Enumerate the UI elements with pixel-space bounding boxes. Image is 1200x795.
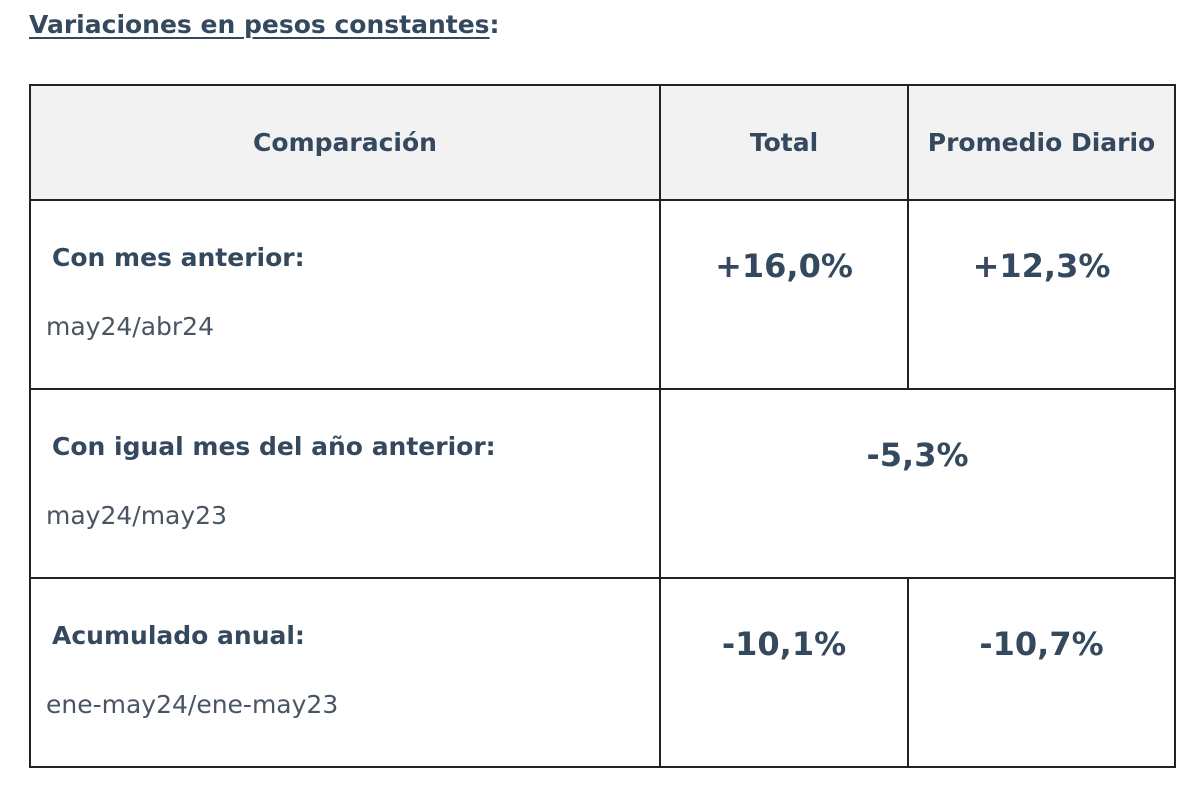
total-value-cell: +16,0% [659, 199, 909, 390]
daily-value: -10,7% [979, 625, 1104, 663]
row-label-cell: Con igual mes del año anterior: may24/ma… [29, 388, 661, 579]
combined-value: -5,3% [866, 436, 969, 474]
combined-value-cell: -5,3% [659, 388, 1176, 579]
header-comparacion: Comparación [29, 84, 661, 201]
row-label-cell: Acumulado anual: ene-may24/ene-may23 [29, 577, 661, 768]
table-row-mes-anterior: Con mes anterior: may24/abr24 +16,0% +12… [29, 199, 1176, 390]
total-value: +16,0% [715, 247, 853, 285]
table-row-acumulado: Acumulado anual: ene-may24/ene-may23 -10… [29, 577, 1176, 768]
daily-value: +12,3% [972, 247, 1111, 285]
total-value: -10,1% [721, 625, 847, 663]
header-promedio-diario: Promedio Diario [907, 84, 1176, 201]
row-period: may24/may23 [46, 501, 227, 530]
row-title: Con igual mes del año anterior: [52, 432, 496, 461]
row-title: Con mes anterior: [52, 243, 305, 272]
daily-value-cell: -10,7% [907, 577, 1176, 768]
page-title: Variaciones en pesos constantes: [29, 10, 500, 39]
header-total: Total [659, 84, 909, 201]
row-period: may24/abr24 [46, 312, 214, 341]
row-period: ene-may24/ene-may23 [46, 690, 339, 719]
daily-value-cell: +12,3% [907, 199, 1176, 390]
row-title: Acumulado anual: [52, 621, 305, 650]
page-title-text: Variaciones en pesos constantes [29, 10, 490, 39]
row-label-cell: Con mes anterior: may24/abr24 [29, 199, 661, 390]
page-title-colon: : [489, 10, 500, 39]
variations-table: Comparación Total Promedio Diario Con me… [29, 84, 1176, 768]
total-value-cell: -10,1% [659, 577, 909, 768]
table-row-igual-mes: Con igual mes del año anterior: may24/ma… [29, 388, 1176, 579]
table-header-row: Comparación Total Promedio Diario [29, 84, 1176, 201]
